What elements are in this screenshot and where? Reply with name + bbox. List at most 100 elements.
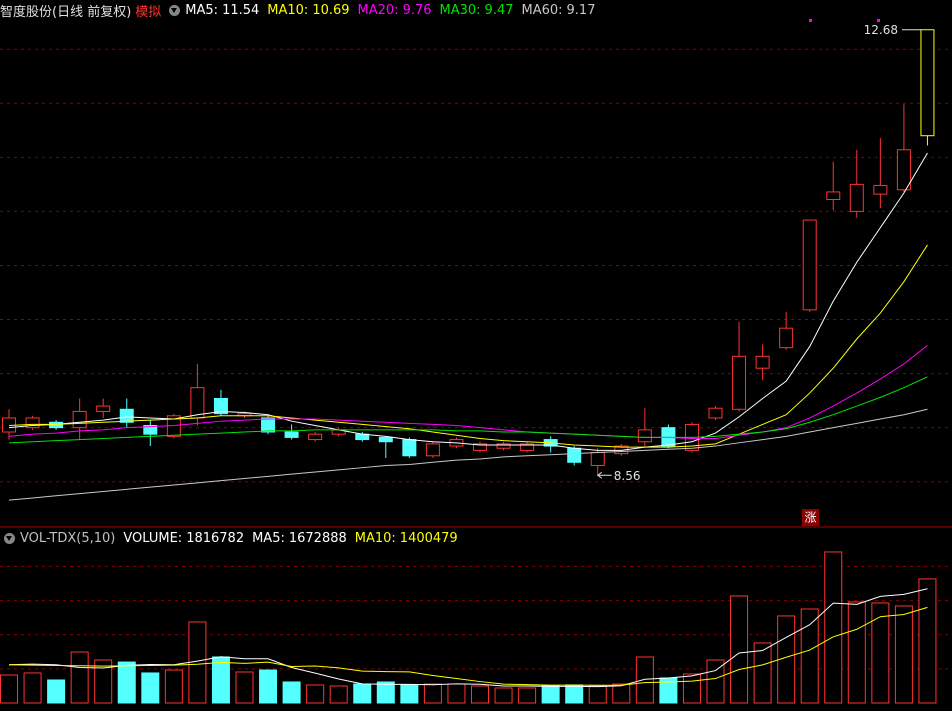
volume-bar: [894, 605, 913, 704]
badge: 涨: [804, 510, 816, 525]
legend-value: 9.47: [484, 2, 514, 18]
volume-bar: [565, 684, 584, 704]
candle-body: [590, 452, 605, 467]
volume-bar: [282, 681, 301, 704]
volume-bar: [117, 661, 136, 704]
volume-bar: [164, 669, 183, 704]
candle-body: [25, 417, 40, 429]
volume-bar: [471, 685, 489, 704]
volume-bar: [353, 683, 372, 704]
volume-bar: [329, 685, 348, 704]
candle-body: [213, 397, 228, 415]
candle-body: [520, 443, 535, 451]
volume-bar: [47, 679, 66, 704]
volume-bar: [400, 684, 419, 704]
volume-bar: [518, 687, 537, 704]
legend-name: MA60:: [521, 2, 563, 18]
legend-value: 10.69: [312, 2, 350, 18]
max-label: 12.68: [864, 23, 898, 37]
candle-body: [496, 443, 511, 449]
candle-body: [567, 447, 582, 463]
candle-body: [896, 149, 911, 191]
ma-line: [8, 345, 928, 439]
candle-body: [849, 183, 864, 212]
volume-header: VOL-TDX(5,10) VOLUME: 1816782 MA5: 1672888 M…: [0, 529, 466, 547]
volume-bar: [0, 674, 18, 704]
legend-name: MA10:: [267, 2, 309, 18]
volume-bar: [847, 601, 866, 704]
candle-body: [143, 425, 158, 435]
candle-body: [96, 405, 111, 412]
candle-body: [402, 439, 417, 457]
candle-body: [732, 355, 747, 410]
candle-body: [920, 29, 935, 137]
legend-name: MA20:: [357, 2, 399, 18]
min-label: 8.56: [614, 469, 641, 483]
ma-line: [8, 152, 928, 451]
volume-bar: [635, 656, 654, 704]
volume-bar: [447, 683, 466, 704]
candle-body: [802, 219, 817, 311]
marker: [809, 19, 812, 22]
price-header: 智度股份(日线 前复权) 模拟 MA5: 11.54 MA10: 10.69 MA20:…: [0, 1, 603, 20]
ma-line: [8, 376, 928, 444]
volume-bar: [494, 687, 513, 704]
candle-body: [284, 431, 299, 438]
legend-value: 1672888: [288, 530, 347, 546]
candle-body: [826, 191, 841, 201]
volume-bar: [612, 683, 631, 704]
legend-value: 9.76: [402, 2, 432, 18]
legend-name: MA5:: [185, 2, 219, 18]
volume-bar: [376, 681, 395, 704]
volume-bar: [871, 602, 890, 704]
volume-bar: [141, 672, 160, 704]
volume-bar: [70, 651, 89, 704]
legend-name: MA10:: [354, 530, 396, 546]
volume-bar: [753, 642, 772, 704]
candle-body: [708, 407, 723, 419]
volume-bar: [423, 683, 442, 704]
ma-line: [8, 408, 928, 501]
ma-line: [8, 244, 928, 448]
menu-icon[interactable]: [169, 4, 181, 16]
legend-value: 1400479: [399, 530, 458, 546]
candle-body: [637, 429, 652, 443]
volume-bar: [588, 685, 607, 704]
volume-bar: [23, 672, 42, 704]
volume-bar: [541, 685, 560, 704]
volume-bar: [824, 551, 843, 704]
candle-body: [473, 443, 487, 451]
candle-body: [119, 408, 134, 423]
volume-bar: [918, 578, 937, 704]
candle-body: [378, 436, 393, 443]
volume-bar: [94, 659, 113, 704]
volume-ma-line: [8, 588, 928, 688]
stock-title: 智度股份(日线 前复权): [0, 4, 132, 20]
legend-value: 11.54: [222, 2, 260, 18]
candle-body: [190, 387, 205, 419]
candle-body: [755, 355, 770, 369]
min-arrow-head: [596, 471, 603, 479]
volume-bar: [235, 671, 254, 704]
volume-bar: [777, 615, 796, 704]
volume-bar: [730, 595, 749, 704]
legend-name: MA5:: [252, 530, 285, 546]
volume-bar: [211, 656, 230, 704]
candle-body: [779, 327, 794, 349]
candle-body: [425, 443, 440, 457]
badge-box: [802, 509, 819, 526]
candle-body: [72, 410, 87, 429]
volume-bar: [259, 669, 278, 704]
mode-label: 模拟: [135, 4, 162, 20]
volume-ma-line: [8, 606, 928, 686]
volume-bar: [800, 608, 819, 704]
legend-value: 9.17: [566, 2, 596, 18]
candle-body: [308, 433, 323, 441]
legend-value: 1816782: [186, 530, 245, 546]
candle-body: [261, 417, 276, 433]
menu-icon[interactable]: [4, 532, 15, 544]
volume-bar: [306, 684, 325, 704]
marker: [877, 19, 880, 22]
